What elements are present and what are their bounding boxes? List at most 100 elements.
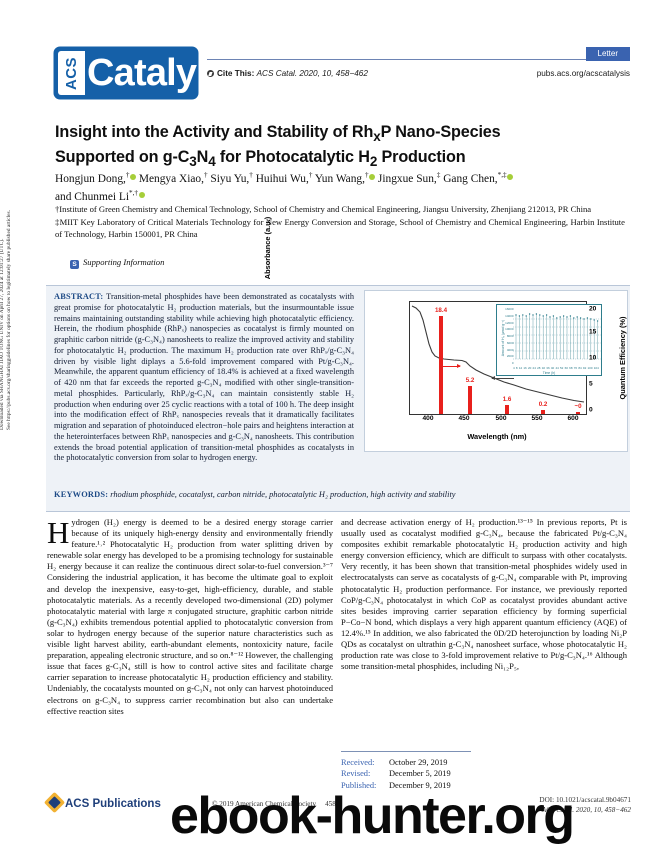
published-label: Published: [341,780,377,790]
journal-name: Catalysis [87,52,197,94]
title-sub-3: 3 [189,154,197,170]
acs-publications-icon [43,791,66,814]
article-type-badge: Letter [585,47,630,61]
cite-this-value: ACS Catal. 2020, 10, 458−462 [256,69,368,78]
bar-label-4: ~0 [574,403,582,410]
acs-publications-label: ACS Publications [65,798,161,810]
cite-this-line[interactable]: Cite This: ACS Catal. 2020, 10, 458−462 [207,68,368,80]
supporting-information-label: Supporting Information [83,257,165,267]
bar-500nm [505,405,509,414]
keywords-label: KEYWORDS: [54,490,109,499]
body-right-text: and decrease activation energy of H₂ pro… [341,517,627,672]
abstract-text: ABSTRACT: Transition-metal phosphides ha… [54,292,354,464]
chart-x-axis-label: Wavelength (nm) [467,432,527,441]
received-value: October 29, 2019 [389,758,448,767]
bar-label-1: 5.2 [465,377,475,384]
chart-xtick-0: 400 [422,415,434,422]
page-footer: ACS Publications © 2019 American Chemica… [43,791,631,825]
affiliations: †Institute of Green Chemistry and Chemic… [55,204,625,242]
chart-xtick-4: 600 [567,415,579,422]
title-sub-4: 4 [208,154,216,170]
chart-xtick-2: 500 [495,415,507,422]
date-received-row: Received: October 29, 2019 [341,757,627,768]
title-part-1: Insight into the Activity and Stability … [55,123,374,141]
bar-label-2: 1.6 [502,396,512,403]
acs-mark: ACS [58,51,85,95]
inset-y-ticks: 16000 14000 12000 10000 8000 6000 4000 2… [505,307,514,365]
footer-doi: DOI: 10.1021/acscatal.9b04671 ACS Catal.… [539,795,631,815]
download-stamp-line1: Downloaded via SHANGHAI JIAO TONG UNIV o… [0,238,5,430]
title-part-5: for Photocatalytic H [215,148,370,167]
keywords-value: rhodium phosphide, cocatalyst, carbon ni… [110,490,456,499]
copyright-notice: © 2019 American Chemical Society 458 [212,800,336,808]
chart-xtick-3: 550 [531,415,543,422]
orcid-icon [138,191,145,198]
bar-label-0: 18.4 [434,307,448,314]
title-part-4: N [196,148,209,167]
bar-450nm [468,386,472,414]
abstract-label: ABSTRACT: [54,292,104,301]
date-published-row: Published: December 9, 2019 [341,780,627,791]
absorbance-curve [411,305,585,403]
abstract-body: Transition-metal phosphides have been de… [54,292,354,463]
title-sub-2: 2 [369,154,378,170]
chart-ytick-right-2: 10 [589,354,597,362]
orcid-icon [507,173,514,180]
inset-cycle-series [513,313,601,360]
body-right-paragraph: and decrease activation energy of H₂ pro… [341,517,627,672]
journal-url[interactable]: pubs.acs.org/acscatalysis [536,69,630,78]
bar-420nm [439,316,443,414]
keywords-line: KEYWORDS: rhodium phosphide, cocatalyst,… [54,489,629,500]
article-title: Insight into the Activity and Stability … [55,122,630,172]
drop-cap: H [47,515,70,550]
date-revised-row: Revised: December 5, 2019 [341,768,627,779]
author-list: Hongjun Dong,† Mengya Xiao,† Siyu Yu,† H… [55,168,635,204]
chart-plot-area: 18.4 5.2 1.6 0.2 ~0 Amount of H₂ (μmol g… [409,301,602,415]
right-axis-arrow [491,375,514,381]
cite-this-label: Cite This: [217,69,255,78]
supporting-information-icon: S [70,260,79,269]
chart-ytick-right-0: 0 [589,406,593,414]
body-left-text: ydrogen (H₂) energy is deemed to be a de… [47,517,333,716]
download-stamp-line2: See https://pubs.acs.org/sharingguidelin… [6,210,13,430]
doi-line-1[interactable]: DOI: 10.1021/acscatal.9b04671 [539,796,631,804]
orcid-icon [129,173,136,180]
title-part-2: P Nano-Species [380,123,501,141]
publication-dates: Received: October 29, 2019 Revised: Decemb… [341,757,627,791]
title-sub-x: x [373,129,381,145]
download-stamp: Downloaded via SHANGHAI JIAO TONG UNIV o… [0,130,21,430]
title-part-6: Production [377,148,466,167]
supporting-information-link[interactable]: S Supporting Information [70,256,164,269]
doi-line-2: ACS Catal. 2020, 10, 458−462 [541,806,631,814]
inset-x-axis-label: Time (h) [542,370,556,375]
chart-inset: Amount of H₂ (μmol g⁻¹) 16000 14000 1200… [496,304,602,376]
chart-ytick-right-4: 20 [589,305,597,313]
chart-ytick-right-1: 5 [589,380,593,388]
cite-icon [207,70,214,77]
bar-600nm [576,412,580,414]
received-label: Received: [341,758,375,767]
chart-ytick-right-3: 15 [589,328,597,336]
dates-rule [341,751,471,752]
orcid-icon [369,173,376,180]
site-watermark: ebook-hunter.org [170,787,575,845]
left-axis-arrow [440,363,461,369]
title-part-3: Supported on g-C [55,148,190,167]
revised-label: Revised: [341,769,371,779]
affiliation-1: †Institute of Green Chemistry and Chemic… [55,204,592,214]
acs-publications-logo: ACS Publications [43,791,161,814]
chart-y-axis-label-left: Absorbance (a.u.) [263,216,272,280]
bar-550nm [541,410,545,414]
page-number: 458 [325,800,336,808]
published-value: December 9, 2019 [389,780,451,790]
inset-x-ticks: 4 8 12 16 20 24 28 32 36 40 44 52 60 68 … [513,365,599,370]
chart-xtick-1: 450 [458,415,470,422]
body-column-right: and decrease activation energy of H₂ pro… [341,517,627,745]
revised-value: December 5, 2019 [389,769,451,779]
acs-catalysis-logo: ACS Catalysis [55,48,197,98]
bar-label-3: 0.2 [538,401,548,408]
toc-graphic: Absorbance (a.u.) Quantum Efficiency (%)… [263,217,628,452]
